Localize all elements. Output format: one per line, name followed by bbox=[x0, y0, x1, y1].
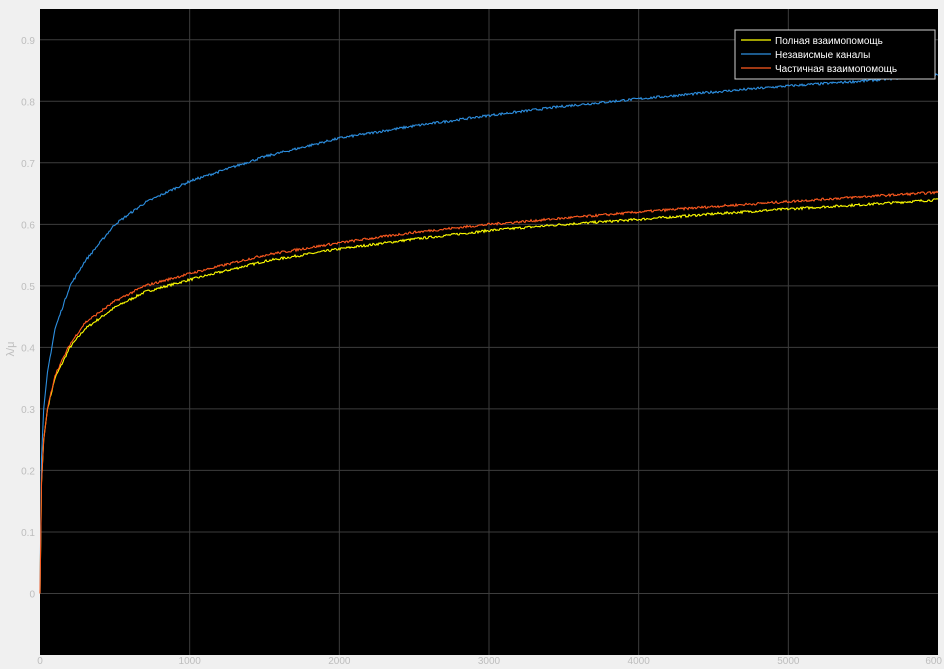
y-tick-label: 0 bbox=[29, 589, 35, 600]
x-tick-label: 600 bbox=[925, 656, 942, 664]
series-line-1 bbox=[39, 73, 939, 594]
y-tick-label: 0.2 bbox=[21, 466, 35, 477]
series-line-0 bbox=[39, 198, 939, 594]
legend-label: Независмые каналы bbox=[775, 50, 870, 61]
y-axis-label: λ/μ bbox=[5, 342, 17, 357]
legend-label: Полная взаимопомощь bbox=[775, 36, 883, 47]
grid-lines bbox=[40, 9, 938, 655]
legend[interactable]: Полная взаимопомощь Независмые каналы Част… bbox=[734, 29, 936, 80]
y-tick-label: 0.8 bbox=[21, 97, 35, 108]
y-tick-label: 0.9 bbox=[21, 36, 35, 47]
y-tick-label: 0.7 bbox=[21, 159, 35, 170]
series-lines bbox=[39, 73, 939, 594]
x-tick-label: 2000 bbox=[328, 656, 351, 664]
legend-label: Частичная взаимопомощь bbox=[775, 64, 897, 75]
y-tick-label: 0.5 bbox=[21, 282, 35, 293]
x-tick-label: 5000 bbox=[777, 656, 800, 664]
y-tick-labels: 0 0.1 0.2 0.3 0.4 0.5 0.6 0.7 0.8 0.9 bbox=[21, 36, 35, 601]
y-tick-label: 0.4 bbox=[21, 343, 35, 354]
x-tick-labels: 0 1000 2000 3000 4000 5000 600 bbox=[37, 656, 942, 667]
x-tick-label: 0 bbox=[37, 656, 43, 664]
x-tick-label: 3000 bbox=[478, 656, 501, 664]
x-tick-label: 1000 bbox=[179, 656, 202, 664]
y-tick-label: 0.3 bbox=[21, 405, 35, 416]
series-line-2 bbox=[39, 190, 939, 594]
x-tick-label: 4000 bbox=[628, 656, 651, 664]
y-tick-label: 0.6 bbox=[21, 220, 35, 231]
y-tick-label: 0.1 bbox=[21, 528, 35, 539]
